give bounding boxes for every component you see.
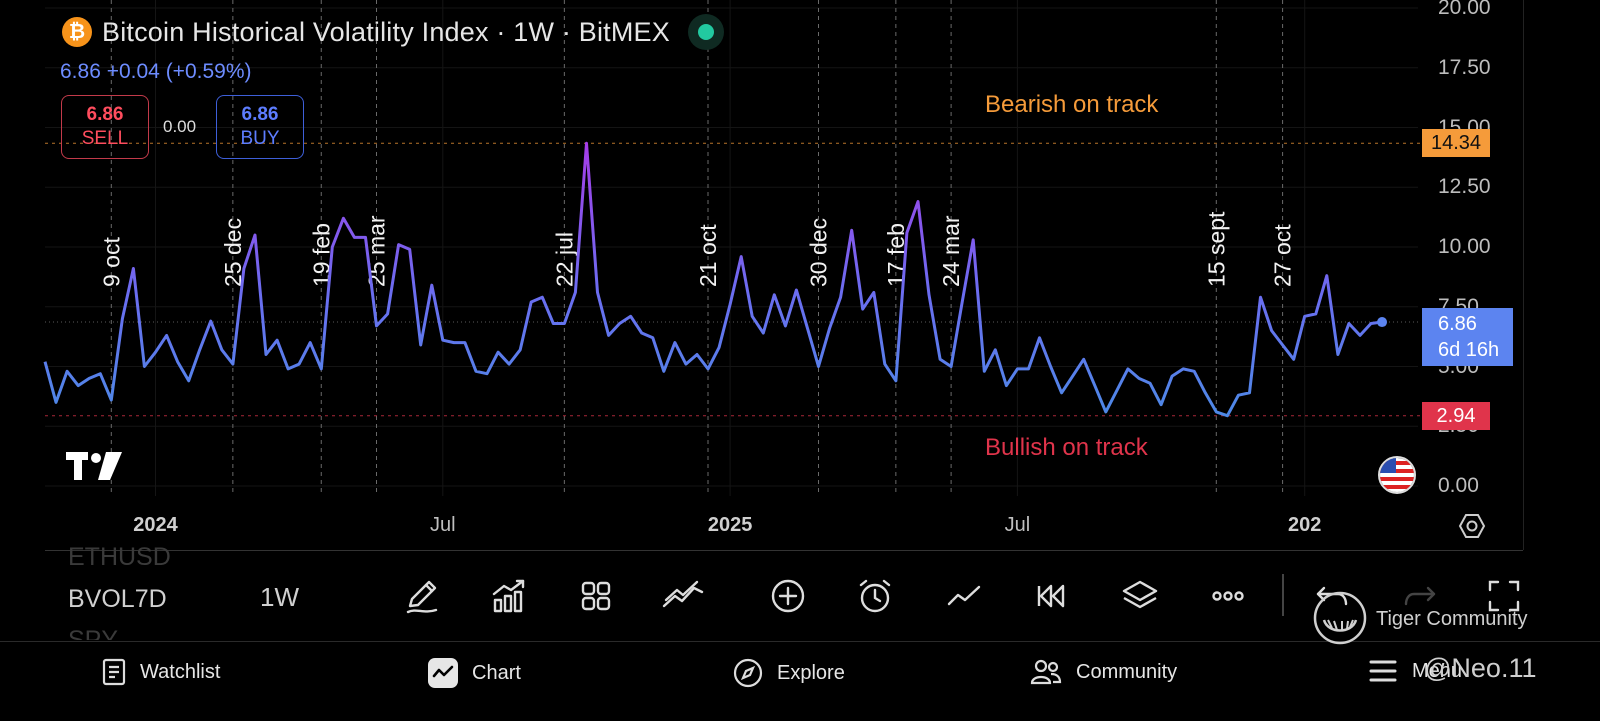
handle-watermark: @Neo.11 <box>1424 653 1537 683</box>
chart-icon <box>428 658 458 688</box>
resistance-badge: 14.34 <box>1422 129 1490 158</box>
symbol-ethusd[interactable]: ETHUSD <box>68 543 171 571</box>
chart-title[interactable]: Bitcoin Historical Volatility Index · 1W… <box>102 16 670 47</box>
event-label: 30 dec <box>806 218 832 287</box>
event-label: 22 jul <box>551 232 577 287</box>
event-label: 9 oct <box>98 237 124 287</box>
menu-icon <box>1369 660 1397 682</box>
event-markers: 9 oct 25 dec 19 feb 25 mar 22 jul 21 oct 30 de… <box>98 0 1296 496</box>
sell-label: SELL <box>81 128 129 149</box>
nav-community[interactable]: Community <box>1030 658 1177 686</box>
x-tick-label: 2024 <box>133 514 178 536</box>
y-tick-label: 10.00 <box>1438 235 1491 258</box>
bitcoin-icon: ₿ <box>62 17 92 47</box>
symbol-bvol7d[interactable]: BVOL7D <box>68 585 167 613</box>
current-value-badge: 6.86 6d 16h <box>1422 308 1513 366</box>
nav-chart-label: Chart <box>472 661 521 684</box>
y-tick-label: 12.50 <box>1438 175 1491 199</box>
rewind-icon[interactable] <box>1029 574 1073 618</box>
bar-countdown: 6d 16h <box>1438 339 1500 361</box>
nav-menu[interactable]: Menu <box>1368 658 1462 684</box>
x-tick-label: Jul <box>430 514 456 536</box>
price-change: 6.86 +0.04 (+0.59%) <box>60 60 251 84</box>
more-icon[interactable] <box>1206 574 1250 618</box>
timeframe-button[interactable]: 1W <box>260 582 299 612</box>
sell-value: 6.86 <box>86 104 124 125</box>
nav-watchlist[interactable]: Watchlist <box>102 658 220 686</box>
last-value: 6.86 <box>60 60 101 83</box>
compass-icon <box>733 658 763 688</box>
nav-explore-label: Explore <box>777 661 845 684</box>
event-label: 21 oct <box>695 224 721 287</box>
x-tick-label: 2025 <box>707 514 753 536</box>
market-status-icon[interactable] <box>687 14 724 50</box>
grid-lines <box>45 0 1418 496</box>
redo-icon[interactable] <box>1398 574 1442 618</box>
chart-header: ₿ Bitcoin Historical Volatility Index · … <box>62 14 724 50</box>
trend-icon[interactable] <box>661 574 705 618</box>
nav-chart[interactable]: Chart <box>428 658 521 688</box>
support-badge: 2.94 <box>1422 401 1490 430</box>
us-flag-icon[interactable] <box>1378 456 1416 494</box>
level-lines <box>45 142 1420 417</box>
event-label: 27 oct <box>1270 224 1296 287</box>
x-tick-label: Jul <box>1004 514 1031 536</box>
event-label: 15 sept <box>1203 211 1229 287</box>
last-point <box>1377 317 1388 328</box>
nav-community-label: Community <box>1076 660 1178 683</box>
layers-icon[interactable] <box>1118 574 1162 618</box>
nav-explore[interactable]: Explore <box>733 658 845 688</box>
event-label: 24 mar <box>938 215 964 287</box>
change-value: +0.04 (+0.59%) <box>106 60 252 83</box>
grid-icon[interactable] <box>574 574 618 618</box>
watchlist-icon <box>102 658 126 686</box>
sell-button[interactable]: 6.86 SELL <box>61 95 149 159</box>
line-icon[interactable] <box>942 574 986 618</box>
community-icon <box>1030 659 1062 685</box>
tiger-watermark-text: Tiger Community <box>1376 608 1528 630</box>
x-tick-label: 202 <box>1288 514 1322 536</box>
nav-watchlist-label: Watchlist <box>140 660 221 683</box>
toolbar-separator <box>1282 574 1284 616</box>
current-value: 6.86 <box>1438 313 1477 335</box>
bearish-annotation: Bearish on track <box>985 91 1159 118</box>
spread-value: 0.00 <box>163 117 197 136</box>
bullish-annotation: Bullish on track <box>985 434 1148 461</box>
event-label: 25 dec <box>220 218 246 287</box>
buy-label: BUY <box>240 128 280 149</box>
buy-value: 6.86 <box>241 104 279 125</box>
alarm-icon[interactable] <box>853 574 897 618</box>
chart-bars-icon[interactable] <box>487 574 531 618</box>
y-tick-label: 0.00 <box>1438 474 1479 497</box>
symbol-spy[interactable]: SPY <box>68 626 119 640</box>
bottom-nav: Watchlist Chart Explore Community Menu <box>0 641 1600 721</box>
y-tick-label: 17.50 <box>1438 55 1491 79</box>
buy-button[interactable]: 6.86 BUY <box>216 95 304 159</box>
series-line <box>43 141 1383 418</box>
plus-circle-icon[interactable] <box>766 574 810 618</box>
tiger-logo-icon <box>1313 591 1367 645</box>
pencil-icon[interactable] <box>400 574 444 618</box>
settings-icon[interactable] <box>1458 512 1486 545</box>
y-tick-label: 20.00 <box>1438 0 1491 19</box>
fullscreen-icon[interactable] <box>1482 574 1526 618</box>
tradingview-logo-icon <box>66 452 124 487</box>
toolbar-divider <box>45 550 1523 551</box>
nav-menu-label: Menu <box>1412 659 1463 682</box>
price-axis-divider <box>1523 0 1524 550</box>
